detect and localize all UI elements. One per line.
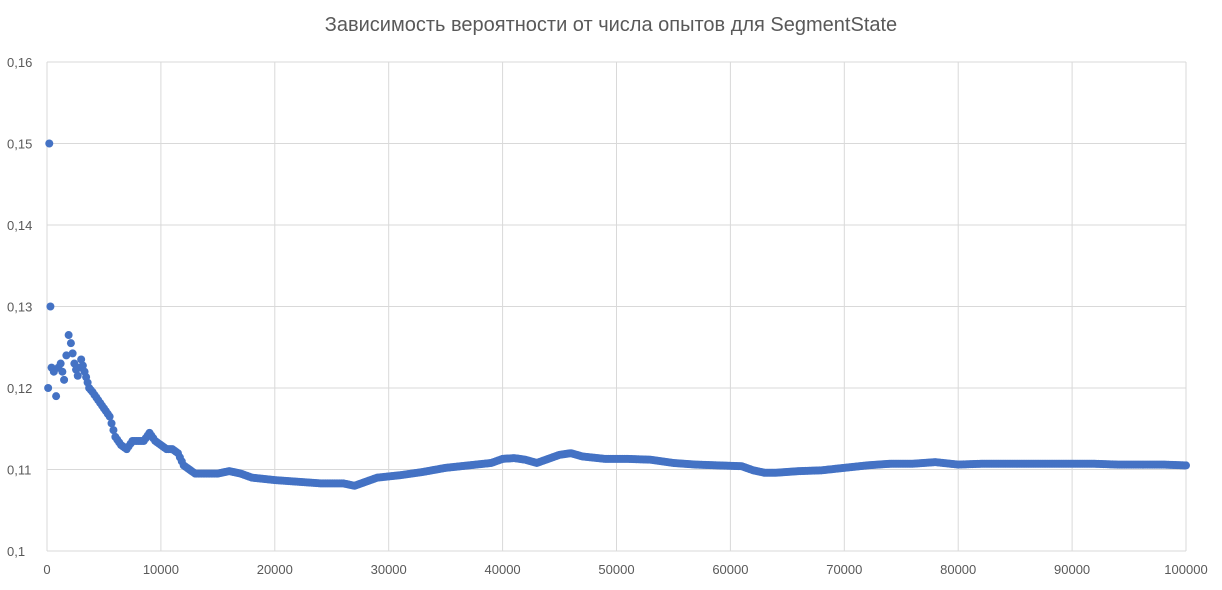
- x-tick-label: 80000: [940, 562, 976, 577]
- data-point: [66, 339, 75, 348]
- y-tick-label: 0,13: [7, 300, 32, 315]
- data-point: [64, 331, 73, 340]
- data-point: [105, 412, 114, 421]
- data-point: [45, 139, 54, 148]
- y-tick-label: 0,11: [7, 463, 31, 478]
- data-point: [1182, 461, 1190, 470]
- data-point: [73, 371, 82, 380]
- data-point: [62, 351, 71, 360]
- chart-title: Зависимость вероятности от числа опытов …: [324, 14, 898, 36]
- data-point: [56, 359, 65, 368]
- x-tick-label: 0: [43, 562, 50, 577]
- data-points: [44, 139, 1190, 490]
- x-tick-label: 70000: [826, 562, 862, 577]
- x-tick-label: 60000: [712, 562, 748, 577]
- y-tick-labels: 0,1 0,11 0,12 0,13 0,14 0,15 0,16: [7, 55, 32, 559]
- data-point: [107, 419, 116, 428]
- y-tick-label: 0,14: [7, 218, 32, 233]
- gridlines: [47, 61, 1187, 551]
- data-point: [58, 367, 67, 376]
- y-tick-label: 0,1: [7, 544, 25, 559]
- y-tick-label: 0,15: [7, 137, 32, 152]
- x-tick-label: 50000: [598, 562, 634, 577]
- data-point: [109, 426, 118, 435]
- x-tick-label: 10000: [143, 562, 179, 577]
- data-point: [68, 349, 77, 358]
- x-tick-label: 40000: [485, 562, 521, 577]
- x-tick-labels: 0 10000 20000 30000 40000 50000 60000 70000 8000…: [43, 562, 1207, 577]
- data-point: [78, 361, 87, 370]
- y-tick-label: 0,16: [7, 55, 32, 70]
- data-point: [52, 392, 61, 401]
- data-point: [77, 355, 86, 364]
- x-tick-label: 100000: [1164, 562, 1207, 577]
- data-point: [44, 384, 53, 392]
- y-tick-label: 0,12: [7, 381, 32, 396]
- x-tick-label: 90000: [1054, 562, 1090, 577]
- x-tick-label: 30000: [371, 562, 407, 577]
- data-point: [46, 302, 55, 311]
- x-tick-label: 20000: [257, 562, 293, 577]
- data-point: [60, 375, 69, 384]
